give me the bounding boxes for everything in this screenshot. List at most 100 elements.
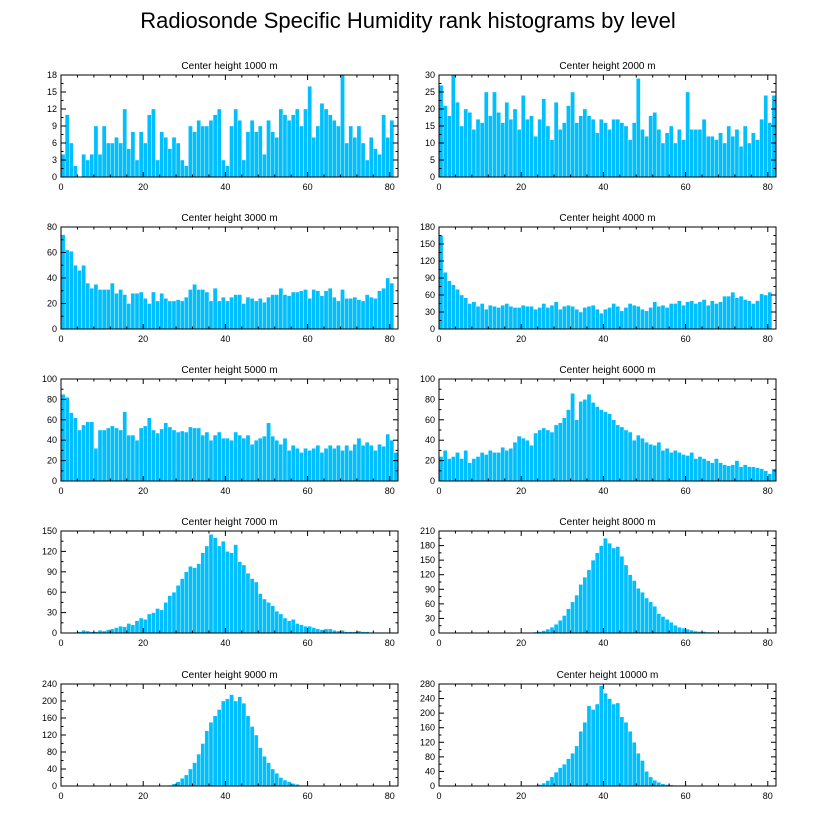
histogram-bar xyxy=(652,779,657,787)
histogram-bar xyxy=(718,132,723,178)
histogram-bar xyxy=(221,159,226,178)
histogram-bar xyxy=(336,125,341,178)
histogram-bar xyxy=(344,445,349,482)
histogram-bar xyxy=(192,427,197,482)
histogram-bar xyxy=(204,545,210,634)
histogram-bar xyxy=(249,444,255,482)
histogram-bar xyxy=(208,534,214,634)
histogram-bar xyxy=(274,611,279,634)
histogram-bar xyxy=(303,108,308,178)
histogram-bar xyxy=(451,74,456,178)
x-tick-label: 40 xyxy=(220,486,230,496)
histogram-bar xyxy=(233,544,238,634)
histogram-bar xyxy=(685,301,690,330)
histogram-bar xyxy=(196,753,201,787)
panel-title: Center height 9000 m xyxy=(181,670,277,681)
y-tick-label: 60 xyxy=(425,290,435,300)
histogram-bar xyxy=(562,306,567,330)
y-tick-label: 20 xyxy=(425,104,435,114)
histogram-bar xyxy=(171,592,177,634)
y-tick-label: 120 xyxy=(42,730,57,740)
histogram-bar xyxy=(229,552,234,634)
histogram-bar xyxy=(352,444,358,482)
histogram-bar xyxy=(118,626,123,634)
histogram-bar xyxy=(681,305,686,330)
histogram-bar xyxy=(438,85,444,178)
histogram-bar xyxy=(594,132,600,178)
histogram-bar xyxy=(348,298,353,330)
y-tick-label: 18 xyxy=(47,70,57,80)
histogram-bar xyxy=(225,551,230,634)
histogram-bar xyxy=(566,608,571,634)
histogram-bar xyxy=(364,159,370,178)
histogram-bar xyxy=(377,444,382,482)
y-tick-label: 120 xyxy=(420,256,435,266)
histogram-bar xyxy=(578,731,584,787)
histogram-bar xyxy=(377,154,382,178)
histogram-bar xyxy=(705,460,711,482)
y-tick-label: 10 xyxy=(425,138,435,148)
histogram-bar xyxy=(730,136,736,178)
histogram-bar xyxy=(188,426,193,482)
panel-title: Center height 8000 m xyxy=(559,517,655,528)
histogram-bar xyxy=(697,456,703,482)
histogram-bar xyxy=(611,547,616,634)
histogram-bar xyxy=(603,122,608,178)
histogram-bar xyxy=(681,139,686,178)
histogram-bar xyxy=(200,289,206,330)
histogram-bar xyxy=(656,782,662,787)
histogram-bar xyxy=(225,300,230,330)
histogram-bar xyxy=(196,563,201,634)
histogram-bar xyxy=(615,546,621,634)
y-tick-label: 20 xyxy=(47,456,57,466)
x-tick-label: 40 xyxy=(598,638,608,648)
histogram-bar xyxy=(216,431,222,482)
histogram-bar xyxy=(151,108,156,178)
histogram-bar xyxy=(369,445,374,482)
y-tick-label: 120 xyxy=(420,737,435,747)
histogram-bar xyxy=(344,298,349,330)
histogram-bar xyxy=(151,612,156,634)
histogram-bar xyxy=(356,125,362,178)
histogram-bar xyxy=(738,466,744,482)
histogram-bar xyxy=(627,139,633,178)
histogram-bar xyxy=(262,756,267,787)
histogram-bar xyxy=(89,421,95,482)
y-tick-label: 40 xyxy=(47,435,57,445)
histogram-bar xyxy=(381,288,386,330)
histogram-bar xyxy=(549,139,555,178)
histogram-bar xyxy=(479,452,485,482)
histogram-bar xyxy=(549,305,555,330)
x-tick-label: 60 xyxy=(303,486,313,496)
histogram-bar xyxy=(636,753,641,787)
histogram-bar xyxy=(455,102,460,178)
histogram-bar xyxy=(258,593,263,634)
y-tick-label: 180 xyxy=(420,222,435,232)
histogram-bar xyxy=(627,431,633,482)
histogram-bar xyxy=(553,624,559,634)
histogram-bar xyxy=(147,613,152,634)
y-tick-label: 60 xyxy=(47,587,57,597)
histogram-bar xyxy=(319,295,325,330)
y-tick-label: 120 xyxy=(420,570,435,580)
histogram-bar xyxy=(500,305,505,330)
histogram-bar xyxy=(369,296,374,330)
histogram-bar xyxy=(599,685,604,787)
histogram-bar xyxy=(471,301,477,330)
histogram-bar xyxy=(689,129,694,178)
histogram-bar xyxy=(274,137,279,178)
histogram-bar xyxy=(701,299,707,330)
histogram-bar xyxy=(607,542,612,634)
histogram-bar xyxy=(73,417,78,482)
histogram-bar xyxy=(266,602,271,634)
histogram-bar xyxy=(611,419,616,482)
histogram-bar xyxy=(640,592,645,634)
histogram-bar xyxy=(122,294,127,330)
y-tick-label: 60 xyxy=(47,248,57,258)
x-tick-label: 0 xyxy=(58,791,63,801)
histogram-bar xyxy=(118,429,123,482)
y-tick-label: 80 xyxy=(425,394,435,404)
histogram-bar xyxy=(101,429,107,482)
histogram-bar xyxy=(545,307,551,330)
y-tick-label: 90 xyxy=(425,584,435,594)
